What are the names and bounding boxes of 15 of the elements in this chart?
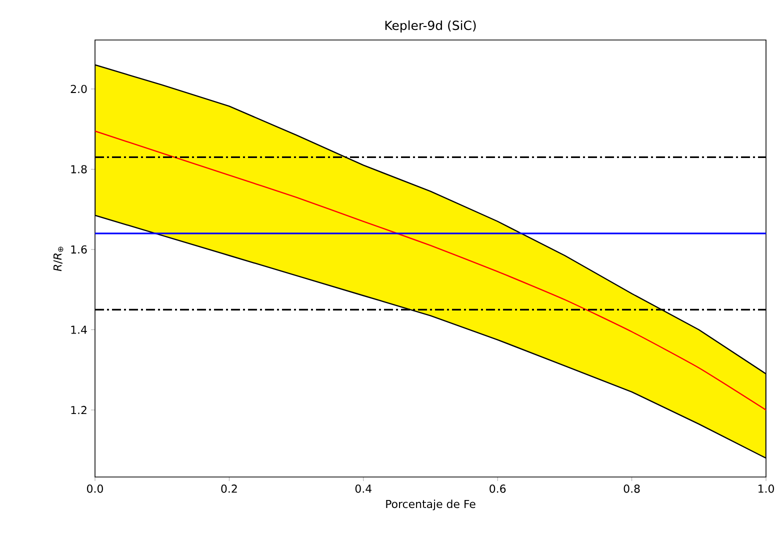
x-tick-label: 1.0 (758, 484, 774, 493)
y-tick-label: 1.8 (71, 165, 87, 174)
x-tick-label: 0.0 (87, 484, 103, 493)
y-tick-label: 1.2 (71, 406, 86, 414)
line-series (95, 130, 766, 411)
x-tick-label: 0.2 (221, 484, 237, 493)
x-tick-label: 0.6 (490, 484, 506, 493)
x-tick-label: 0.8 (624, 484, 640, 493)
y-tick-label: 2.0 (70, 84, 87, 94)
x-axis-title: Porcentaje de Fe (386, 500, 476, 510)
y-tick-label: 1.6 (71, 245, 87, 254)
x-tick-label: 0.4 (355, 484, 372, 493)
chart-title: Kepler-9d (SiC) (385, 20, 476, 33)
y-axis-title: R/R$_{⊕}$ (53, 246, 64, 272)
y-tick-label: 1.4 (71, 326, 87, 334)
